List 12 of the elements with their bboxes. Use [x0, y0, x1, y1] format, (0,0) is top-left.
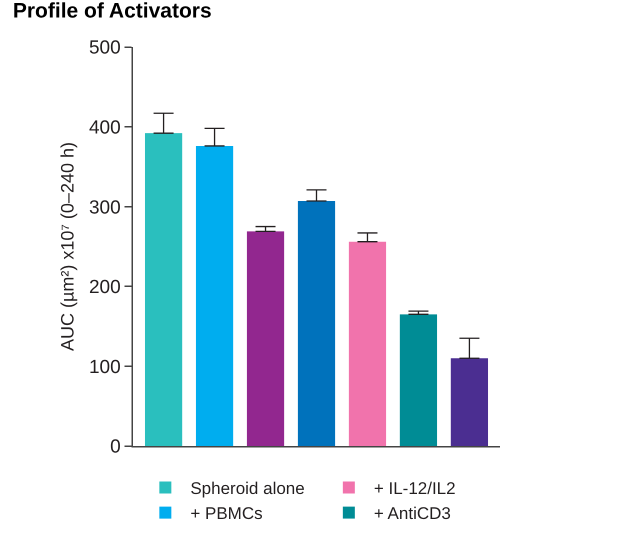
y-tick-label: 0 — [110, 436, 121, 458]
y-tick-label: 400 — [88, 117, 121, 138]
y-axis-title: AUC (µm²) x10⁷ (0–240 h) — [57, 142, 78, 351]
legend-label: + AntiCD3 — [374, 504, 451, 524]
legend-label: + IL-12/IL2 — [374, 479, 456, 498]
y-tick-label: 500 — [88, 38, 121, 59]
legend-label: + PBMCs — [190, 504, 263, 524]
y-tick-label: 100 — [88, 356, 121, 378]
legend-label: Spheroid alone — [190, 479, 305, 498]
y-tick-label: 300 — [88, 197, 121, 218]
chart-title: Profile of Activators — [12, 0, 212, 22]
y-tick-label: 200 — [88, 277, 121, 298]
